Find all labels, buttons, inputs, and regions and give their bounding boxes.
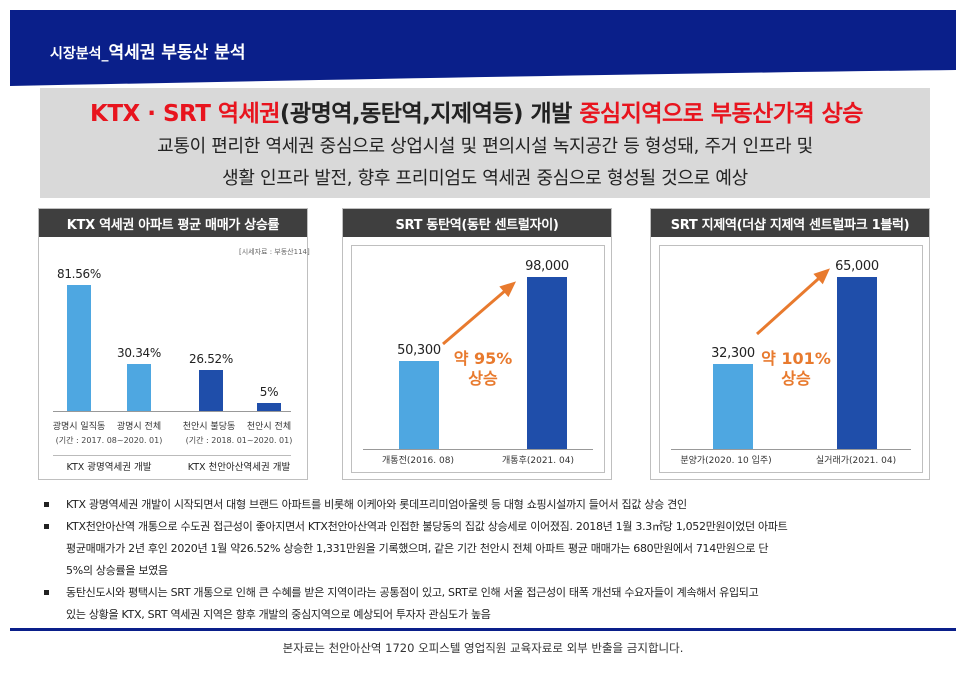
hero-title-highlight: 중심지역으로 부동산가격 상승 bbox=[579, 101, 863, 127]
chart-card-dongtan: SRT 동탄역(동탄 센트럴자이) 개통전(2016. 08) 개통후(2021… bbox=[342, 208, 612, 480]
page-title-prefix: 시장분석_ bbox=[50, 46, 109, 62]
chart-card-jije: SRT 지제역(더샵 지제역 센트럴파크 1블럭) 분양가(2020. 10 입… bbox=[650, 208, 930, 480]
hero-line-1: 교통이 편리한 역세권 중심으로 상업시설 및 편의시설 녹지공간 등 형성돼,… bbox=[157, 136, 813, 157]
data-label: 26.52% bbox=[189, 352, 233, 367]
chart-title-ktx: KTX 역세권 아파트 평균 매매가 상승률 bbox=[39, 209, 307, 237]
chart-bar bbox=[257, 403, 281, 411]
chart-bar bbox=[127, 364, 151, 411]
arrow-head bbox=[813, 268, 830, 285]
period-label: (기간 : 2018. 01~2020. 01) bbox=[185, 436, 293, 445]
chart-axis-ktx bbox=[53, 411, 291, 412]
header-bar bbox=[10, 10, 956, 70]
hero-line-2: 생활 인프라 발전, 향후 프리미엄도 역세권 중심으로 형성될 것으로 예상 bbox=[222, 168, 748, 189]
footer-divider bbox=[10, 628, 956, 631]
x-label: 개통후(2021. 04) bbox=[502, 456, 574, 466]
arrow-shaft bbox=[755, 269, 829, 336]
growth-word: 상승 bbox=[468, 369, 498, 388]
x-label: 광명시 전체 bbox=[116, 422, 162, 432]
x-label: 분양가(2020. 10 입주) bbox=[680, 456, 772, 466]
arrow-head bbox=[499, 281, 517, 298]
growth-arrow-icon bbox=[442, 281, 517, 346]
chart-bar bbox=[837, 277, 877, 449]
chart-frame-jije bbox=[659, 245, 923, 473]
bullet-text: 있는 상황을 KTX, SRT 역세권 지역은 향후 개발의 중심지역으로 예상… bbox=[66, 608, 491, 621]
data-label: 81.56% bbox=[57, 267, 101, 281]
chart-axis-jije bbox=[671, 449, 911, 450]
x-label: 광명시 일직동 bbox=[52, 422, 106, 432]
chart-bar bbox=[67, 285, 91, 411]
chart-axis-dongtan bbox=[363, 449, 593, 450]
growth-arrow-icon bbox=[755, 268, 830, 336]
data-label: 32,300 bbox=[711, 345, 755, 361]
page-title: 시장분석_역세권 부동산 분석 bbox=[50, 38, 246, 63]
growth-annotation: 약 101% 상승 bbox=[751, 349, 841, 389]
x-label: 천안시 불당동 bbox=[182, 422, 236, 432]
data-label: 50,300 bbox=[397, 342, 441, 358]
bullet-dot bbox=[44, 502, 49, 507]
bullet-item: KTX 광명역세권 개발이 시작되면서 대형 브랜드 아파트를 비롯해 이케아와… bbox=[44, 494, 924, 516]
data-label: 5% bbox=[259, 385, 279, 400]
growth-word: 상승 bbox=[781, 369, 811, 388]
chart-bar bbox=[399, 360, 439, 449]
bullet-text: KTX 광명역세권 개발이 시작되면서 대형 브랜드 아파트를 비롯해 이케아와… bbox=[66, 498, 687, 511]
group-label: KTX 광명역세권 개발 bbox=[66, 462, 152, 473]
bullet-item: 동탄신도시와 평택시는 SRT 개통으로 인해 큰 수혜를 받은 지역이라는 공… bbox=[44, 582, 924, 626]
chart-separator-ktx bbox=[53, 455, 291, 456]
hero-title: KTX · SRT 역세권(광명역,동탄역,지제역등) 개발 중심지역으로 부동… bbox=[90, 94, 930, 128]
chart-source: [시세자료 : 부동산114] bbox=[239, 248, 310, 256]
bullet-text: KTX천안아산역 개통으로 수도권 접근성이 좋아지면서 KTX천안아산역과 인… bbox=[66, 520, 788, 533]
footer-notice: 본자료는 천안아산역 1720 오피스텔 영업직원 교육자료로 외부 반출을 금… bbox=[282, 641, 684, 655]
chart-bar bbox=[199, 370, 223, 411]
chart-card-ktx: KTX 역세권 아파트 평균 매매가 상승률 [시세자료 : 부동산114] 광… bbox=[38, 208, 310, 480]
growth-percent: 약 101% bbox=[761, 349, 831, 368]
data-label: 30.34% bbox=[117, 346, 161, 361]
chart-frame-dongtan bbox=[351, 245, 605, 473]
data-label: 65,000 bbox=[835, 259, 879, 274]
bullet-item: KTX천안아산역 개통으로 수도권 접근성이 좋아지면서 KTX천안아산역과 인… bbox=[44, 516, 924, 582]
data-label: 98,000 bbox=[525, 259, 569, 274]
chart-bar bbox=[713, 363, 753, 449]
chart-title-dongtan: SRT 동탄역(동탄 센트럴자이) bbox=[343, 209, 611, 237]
period-label: (기간 : 2017. 08~2020. 01) bbox=[55, 436, 163, 445]
hero-box: KTX · SRT 역세권(광명역,동탄역,지제역등) 개발 중심지역으로 부동… bbox=[40, 88, 930, 198]
x-label: 개통전(2016. 08) bbox=[382, 456, 454, 466]
growth-percent: 약 95% bbox=[453, 349, 513, 368]
bullet-text: 5%의 상승률을 보였음 bbox=[66, 564, 168, 577]
hero-title-stations: (광명역,동탄역,지제역등) 개발 bbox=[279, 101, 572, 127]
bullet-text: 동탄신도시와 평택시는 SRT 개통으로 인해 큰 수혜를 받은 지역이라는 공… bbox=[66, 586, 759, 599]
x-label: 실거래가(2021. 04) bbox=[815, 456, 897, 466]
growth-annotation: 약 95% 상승 bbox=[443, 349, 523, 389]
hero-title-ktx: KTX · SRT 역세권 bbox=[90, 101, 280, 127]
page-title-main: 역세권 부동산 분석 bbox=[108, 43, 246, 63]
bullet-text: 평균매매가가 2년 후인 2020년 1월 약26.52% 상승한 1,331만… bbox=[66, 542, 769, 555]
chart-bar bbox=[527, 277, 567, 449]
bullet-dot bbox=[44, 524, 49, 529]
group-label: KTX 천안아산역세권 개발 bbox=[187, 462, 291, 473]
chart-title-jije: SRT 지제역(더샵 지제역 센트럴파크 1블럭) bbox=[651, 209, 929, 237]
bullet-dot bbox=[44, 590, 49, 595]
header-ribbon bbox=[10, 70, 956, 86]
x-label: 천안시 전체 bbox=[246, 422, 292, 432]
arrow-shaft bbox=[442, 282, 514, 346]
